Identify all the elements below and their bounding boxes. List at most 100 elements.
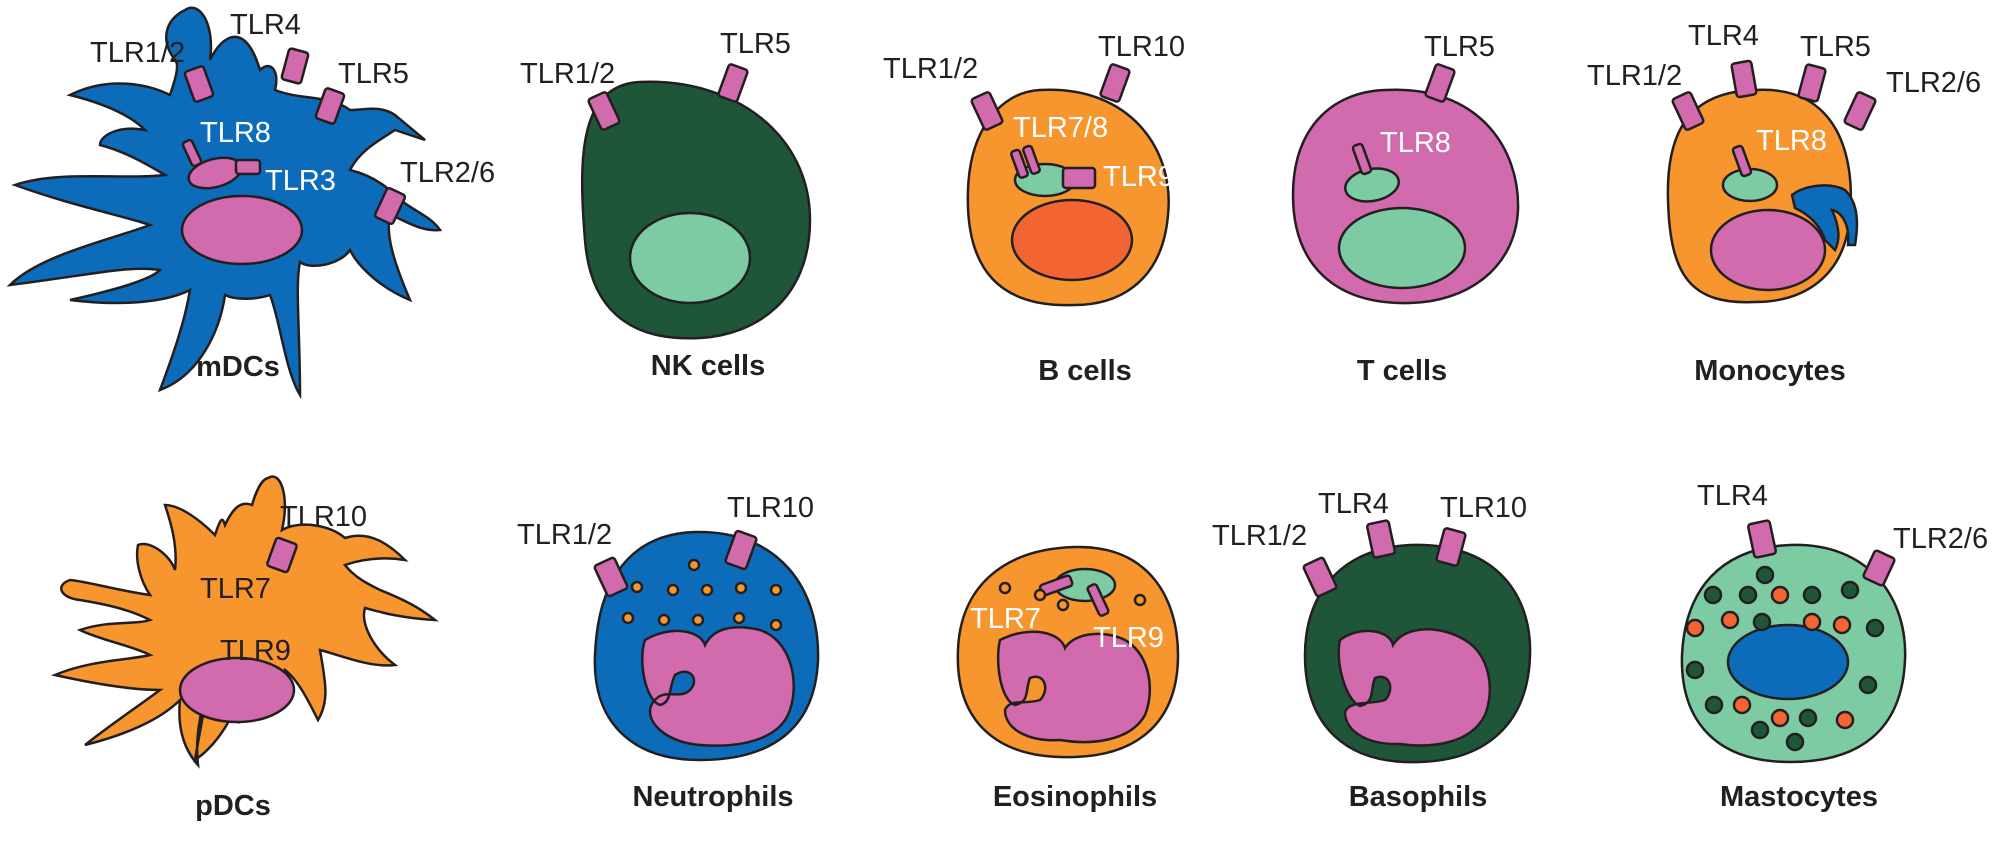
mastocyte-nucleus [1726, 623, 1850, 701]
mdc-label-tlr3: TLR3 [265, 165, 336, 197]
tcell-tlr8-receptor [1351, 142, 1373, 176]
neutrophil-tlr10-receptor [724, 529, 758, 571]
neutrophil-nucleus [641, 625, 795, 747]
neutrophil-granule [621, 611, 635, 625]
cell-neutrophils: TLR1/2 TLR10 Neutrophils [517, 492, 820, 813]
neutrophil-tlr1-2-receptor [593, 556, 629, 598]
monocyte-label-tlr2-6: TLR2/6 [1886, 67, 1981, 99]
bcell-cell-name: B cells [1038, 355, 1132, 387]
cell-mastocytes: TLR4 TLR2/6 Mastocytes [1680, 480, 1988, 813]
cell-mdcs: TLR1/2 TLR4 TLR5 TLR8 TLR3 TLR2/6 mDCs [6, 6, 495, 400]
pdc-body [50, 475, 439, 769]
monocyte-label-tlr1-2: TLR1/2 [1587, 60, 1682, 92]
tcell-label-tlr5: TLR5 [1424, 31, 1495, 63]
mdc-tlr1-2-receptor [183, 65, 215, 103]
bcell-label-tlr7-8: TLR7/8 [1013, 112, 1108, 144]
bcell-tlr10-receptor [1099, 63, 1131, 103]
neutrophil-granule [769, 618, 783, 632]
pdc-label-tlr9: TLR9 [220, 635, 291, 667]
pdc-label-tlr10: TLR10 [280, 501, 367, 533]
eosinophil-granule [1033, 588, 1047, 602]
mastocyte-granule [1720, 610, 1740, 630]
pdc-tlr10-receptor [266, 536, 298, 574]
basophil-cell-name: Basophils [1349, 781, 1488, 813]
mdc-nucleus [180, 194, 304, 266]
mastocyte-granule [1685, 618, 1705, 638]
neutrophil-granule [700, 583, 714, 597]
mastocyte-granule [1770, 585, 1790, 605]
mastocyte-granule [1703, 585, 1723, 605]
mastocyte-label-tlr2-6: TLR2/6 [1893, 523, 1988, 555]
cell-eosinophils: TLR7 TLR9 Eosinophils [956, 545, 1180, 813]
monocyte-tlr4-receptor [1730, 59, 1758, 99]
eosinophil-nucleus [996, 630, 1152, 744]
monocyte-cell-name: Monocytes [1694, 355, 1845, 387]
cell-bcells: TLR1/2 TLR10 TLR7/8 TLR9 B cells [883, 31, 1185, 387]
bcell-tlr7-8-receptor-a [1010, 148, 1029, 179]
basophil-label-tlr10: TLR10 [1440, 492, 1527, 524]
neutrophil-label-tlr1-2: TLR1/2 [517, 519, 612, 551]
eosinophil-granule [998, 581, 1012, 595]
mastocyte-tlr2-6-receptor [1862, 549, 1896, 587]
eosinophil-label-tlr7: TLR7 [970, 603, 1041, 635]
mdc-tlr5-receptor [314, 87, 346, 125]
cell-pdcs: TLR10 TLR7 TLR9 pDCs [50, 475, 439, 822]
mastocyte-cell-name: Mastocytes [1720, 781, 1878, 813]
eosinophil-granule [1133, 593, 1147, 607]
bcell-tlr1-2-receptor [970, 91, 1004, 131]
mdc-label-tlr2-6: TLR2/6 [400, 157, 495, 189]
mastocyte-granule [1752, 612, 1772, 632]
monocyte-tlr2-6-receptor [1843, 91, 1877, 131]
basophil-tlr1-2-receptor [1302, 556, 1338, 598]
nk-nucleus [628, 211, 752, 305]
nk-tlr1-2-receptor [587, 91, 621, 131]
cell-basophils: TLR1/2 TLR4 TLR10 Basophils [1212, 488, 1532, 813]
mdc-label-tlr1-2: TLR1/2 [90, 37, 185, 69]
mastocyte-granule [1738, 585, 1758, 605]
neutrophil-granule [630, 580, 644, 594]
neutrophil-granule [666, 583, 680, 597]
bcell-label-tlr9: TLR9 [1103, 161, 1174, 193]
basophil-label-tlr4: TLR4 [1318, 488, 1389, 520]
neutrophil-granule [657, 613, 671, 627]
basophil-tlr10-receptor [1435, 527, 1467, 567]
mastocyte-granule [1802, 585, 1822, 605]
pdc-cell-name: pDCs [195, 790, 271, 822]
eosinophil-cell-name: Eosinophils [993, 781, 1157, 813]
bcell-label-tlr10: TLR10 [1098, 31, 1185, 63]
basophil-label-tlr1-2: TLR1/2 [1212, 520, 1307, 552]
mastocyte-granule [1750, 720, 1770, 740]
mastocyte-granule [1785, 732, 1805, 752]
pdc-nucleus [178, 656, 296, 724]
mastocyte-granule [1840, 580, 1860, 600]
monocyte-label-tlr8: TLR8 [1756, 125, 1827, 157]
mdc-tlr4-receptor [280, 47, 310, 85]
eosinophil-granule [1056, 598, 1070, 612]
neutrophil-label-tlr10: TLR10 [727, 492, 814, 524]
mastocyte-granule [1835, 710, 1855, 730]
mastocyte-granule [1704, 695, 1724, 715]
bcell-tlr7-8-receptor-b [1022, 144, 1041, 175]
mastocyte-granule [1832, 615, 1852, 635]
nk-label-tlr1-2: TLR1/2 [520, 58, 615, 90]
mdc-tlr3-receptor [234, 158, 262, 176]
tcell-nucleus [1337, 206, 1467, 290]
bcell-nucleus [1010, 198, 1134, 282]
mdc-cell-name: mDCs [196, 351, 280, 383]
basophil-tlr4-receptor [1366, 519, 1396, 559]
nk-tlr5-receptor [717, 63, 749, 103]
mastocyte-granule [1865, 618, 1885, 638]
monocyte-label-tlr5: TLR5 [1800, 31, 1871, 63]
cell-monocytes: TLR1/2 TLR4 TLR5 TLR2/6 TLR8 Monocytes [1587, 20, 1981, 387]
neutrophil-granule [687, 558, 701, 572]
nk-cell-name: NK cells [651, 350, 765, 382]
tcell-label-tlr8: TLR8 [1380, 127, 1451, 159]
mastocyte-granule [1858, 675, 1878, 695]
mastocyte-granule [1798, 708, 1818, 728]
mastocyte-granule [1732, 695, 1752, 715]
neutrophil-cell-name: Neutrophils [632, 781, 793, 813]
monocyte-tlr8-receptor [1731, 144, 1753, 178]
mastocyte-tlr4-receptor [1747, 519, 1777, 559]
eosinophil-tlr9-receptor [1086, 583, 1110, 617]
mastocyte-label-tlr4: TLR4 [1697, 480, 1768, 512]
